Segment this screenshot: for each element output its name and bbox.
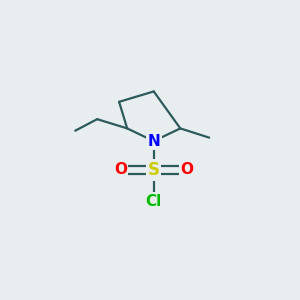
Text: N: N [147, 134, 160, 148]
Text: O: O [181, 163, 194, 178]
Text: S: S [148, 161, 160, 179]
Text: O: O [114, 163, 127, 178]
Text: Cl: Cl [146, 194, 162, 209]
